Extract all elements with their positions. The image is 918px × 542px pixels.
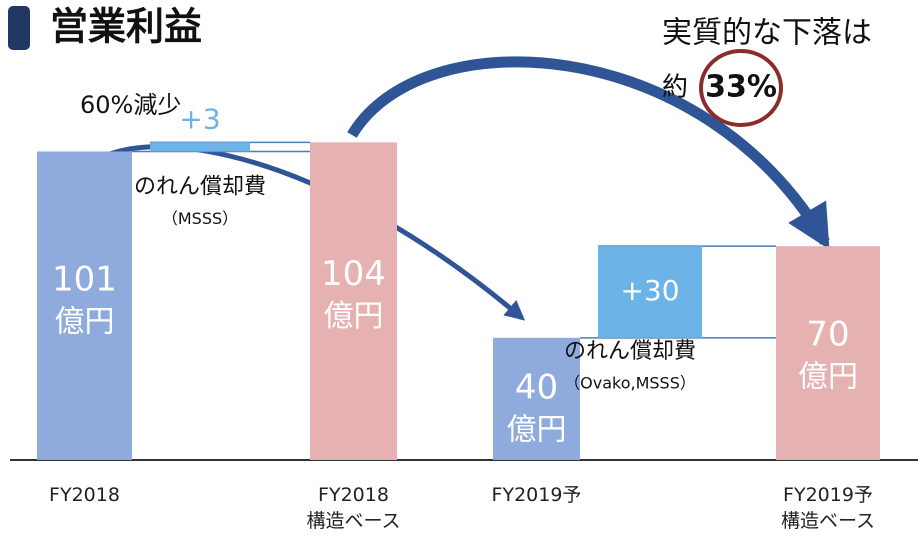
- unit-label: 億円: [324, 299, 384, 334]
- annotation: 実質的な下落は: [662, 16, 872, 51]
- step-label: +3: [179, 102, 220, 135]
- unit-label: 億円: [798, 359, 858, 394]
- step-bar: [598, 246, 702, 338]
- step-subnote: （Ovako,MSSS）: [564, 373, 696, 392]
- value-label: 40: [515, 368, 558, 408]
- bar: [493, 337, 580, 460]
- x-tick-label: FY2018 構造ベース: [306, 484, 401, 532]
- bar: [37, 151, 132, 460]
- annotation: 60%減少: [80, 91, 181, 119]
- step-label: +30: [620, 274, 679, 307]
- step-note: のれん償却費: [564, 339, 696, 364]
- bar: [776, 246, 880, 460]
- value-label: 101: [52, 260, 117, 300]
- unit-label: 億円: [55, 305, 115, 340]
- title-marker: [8, 6, 30, 50]
- arrow: [347, 56, 830, 250]
- value-label: 70: [806, 314, 849, 354]
- x-tick-label: FY2019予 構造ベース: [780, 484, 876, 532]
- arrow: [75, 144, 526, 321]
- highlight-circle: [699, 49, 783, 127]
- chart-title: 営業利益: [50, 5, 202, 49]
- value-label: 104: [321, 254, 386, 294]
- step-subnote: （MSSS）: [162, 209, 238, 228]
- step-note: のれん償却費: [134, 174, 266, 199]
- unit-label: 億円: [507, 413, 567, 448]
- annotation: 33%: [705, 70, 777, 105]
- x-tick-label: FY2018: [49, 484, 120, 506]
- x-tick-label: FY2019予: [491, 484, 582, 506]
- annotation: 約: [662, 73, 688, 103]
- step-bar: [150, 142, 250, 152]
- bar: [310, 142, 397, 460]
